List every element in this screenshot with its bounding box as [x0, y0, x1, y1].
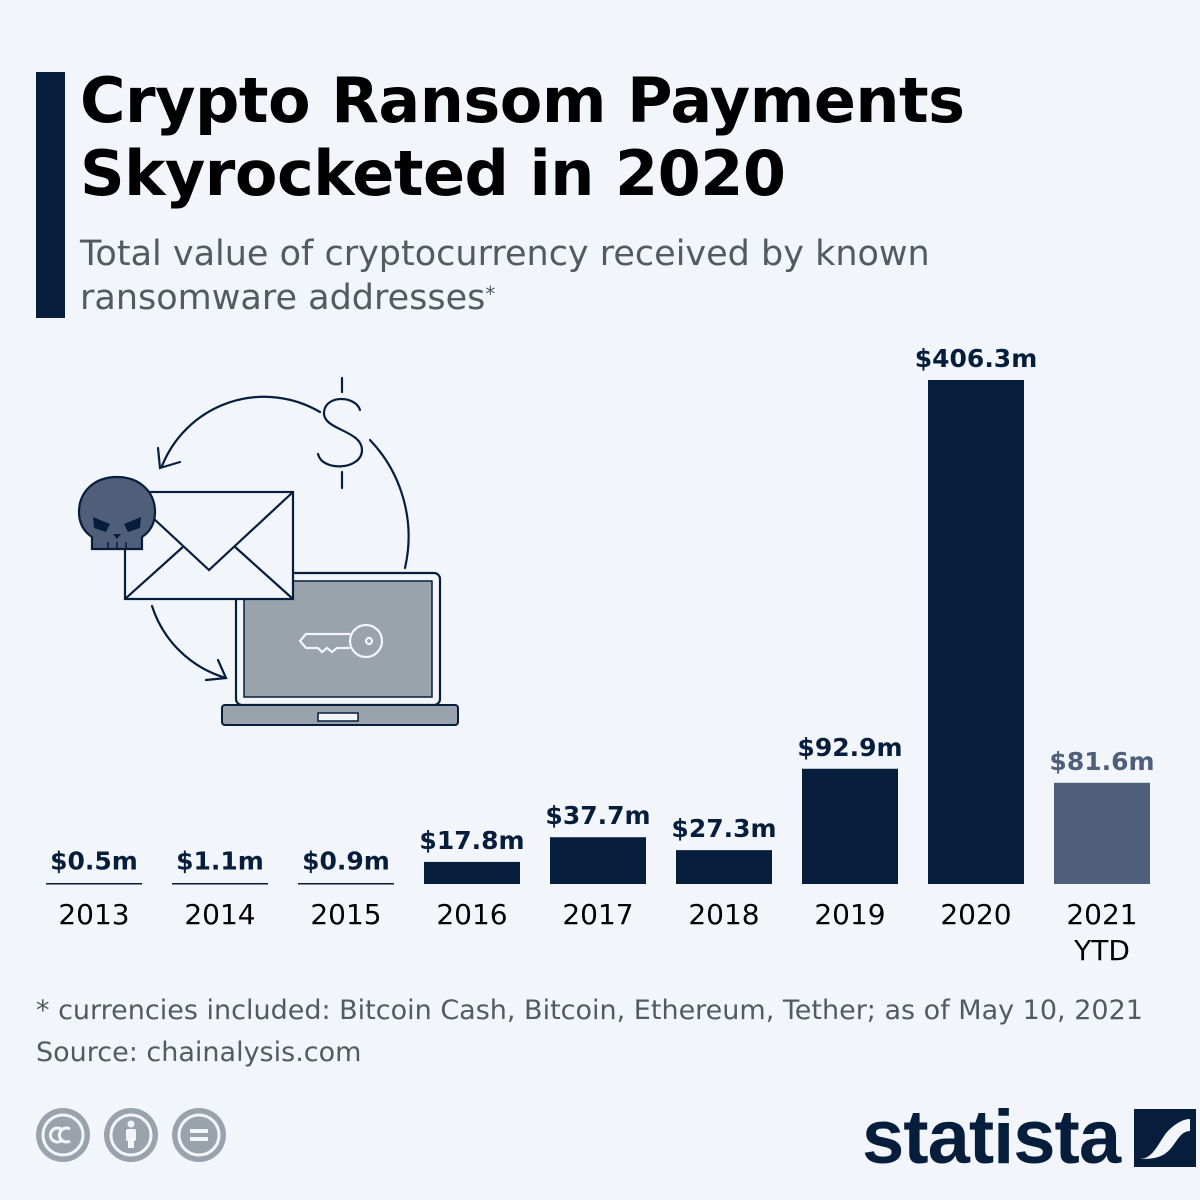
footnote-note: * currencies included: Bitcoin Cash, Bit…: [36, 995, 1143, 1026]
category-label: 2013: [58, 898, 129, 931]
bar-2021-ytd: [1054, 782, 1150, 884]
data-label: $37.7m: [545, 801, 650, 830]
data-label: $81.6m: [1049, 747, 1154, 776]
bar-2014: [172, 883, 268, 885]
footnote-block: * currencies included: Bitcoin Cash, Bit…: [36, 990, 1143, 1074]
data-label: $92.9m: [797, 733, 902, 762]
bar-2016: [424, 861, 520, 884]
data-label: $0.5m: [50, 847, 138, 876]
arrow-head-bottom: [204, 658, 228, 682]
bar-2015: [298, 883, 394, 885]
ransomware-illustration: [77, 376, 459, 726]
dollar-icon: [316, 376, 364, 490]
data-label: $27.3m: [671, 814, 776, 843]
footnote-source: Source: chainalysis.com: [36, 1037, 362, 1068]
laptop-icon: [221, 571, 459, 726]
category-label: 2017: [562, 898, 633, 931]
category-label: 2018: [688, 898, 759, 931]
title-accent-bar: [36, 72, 65, 318]
category-label: 2019: [814, 898, 885, 931]
category-label: 2020: [940, 898, 1011, 931]
statista-wordmark: statista: [862, 1095, 1121, 1180]
data-label: $1.1m: [176, 847, 264, 876]
skull-icon: [77, 475, 157, 551]
no-derivatives-icon[interactable]: [172, 1108, 226, 1162]
subtitle-footnote-mark: *: [485, 282, 496, 306]
category-label: 2016: [436, 898, 507, 931]
bar-2019: [802, 768, 898, 884]
statista-logo[interactable]: statista: [862, 1095, 1197, 1180]
data-label: $406.3m: [915, 344, 1038, 373]
data-label: $17.8m: [419, 826, 524, 855]
bar-2013: [46, 883, 142, 885]
category-label: 2021 YTD: [1066, 898, 1137, 967]
subtitle-text: Total value of cryptocurrency received b…: [80, 234, 930, 318]
key-icon: [298, 623, 384, 659]
chart-subtitle: Total value of cryptocurrency received b…: [80, 232, 980, 320]
statista-logo-mark-icon: [1134, 1109, 1197, 1167]
category-label: 2015: [310, 898, 381, 931]
attribution-icon[interactable]: [104, 1108, 158, 1162]
arrow-arc-top: [160, 395, 322, 468]
arrow-arc-right: [368, 438, 410, 570]
bar-2017: [550, 837, 646, 884]
bar-2018: [676, 850, 772, 884]
bar-2020: [928, 380, 1024, 884]
license-icons: [36, 1108, 226, 1162]
chart-title: Crypto Ransom Payments Skyrocketed in 20…: [80, 64, 965, 210]
arrow-head-top: [156, 446, 182, 470]
category-label: 2014: [184, 898, 255, 931]
creative-commons-icon[interactable]: [36, 1108, 90, 1162]
data-label: $0.9m: [302, 847, 390, 876]
arrow-arc-bottom: [150, 604, 228, 680]
